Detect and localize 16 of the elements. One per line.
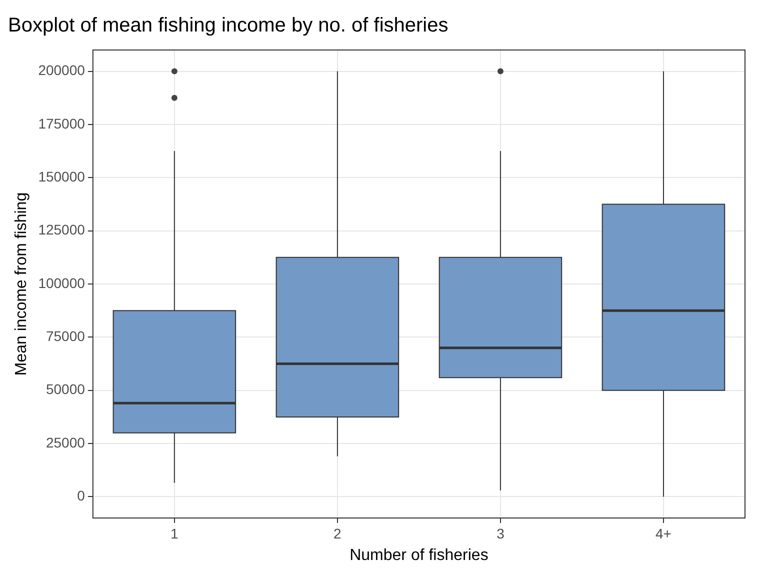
y-tick-label: 150000	[38, 168, 86, 184]
x-tick-label: 2	[334, 525, 342, 542]
y-tick-label: 75000	[46, 328, 86, 344]
y-tick-label: 125000	[38, 222, 86, 238]
y-tick-label: 175000	[38, 115, 86, 132]
y-tick-label: 100000	[38, 274, 86, 291]
y-tick-label: 200000	[38, 62, 86, 78]
x-tick-label: 4+	[656, 525, 672, 542]
chart-title: Boxplot of mean fishing income by no. of fisheries	[8, 14, 448, 37]
x-tick-label: 3	[496, 525, 505, 542]
y-tick-label: 25000	[46, 434, 86, 450]
y-axis-title: Mean income from fishing	[13, 192, 30, 376]
y-tick-label: 50000	[46, 381, 86, 398]
x-tick-label: 1	[170, 525, 179, 542]
y-tick-label: 0	[77, 488, 86, 504]
x-axis-title: Number of fisheries	[350, 546, 488, 564]
